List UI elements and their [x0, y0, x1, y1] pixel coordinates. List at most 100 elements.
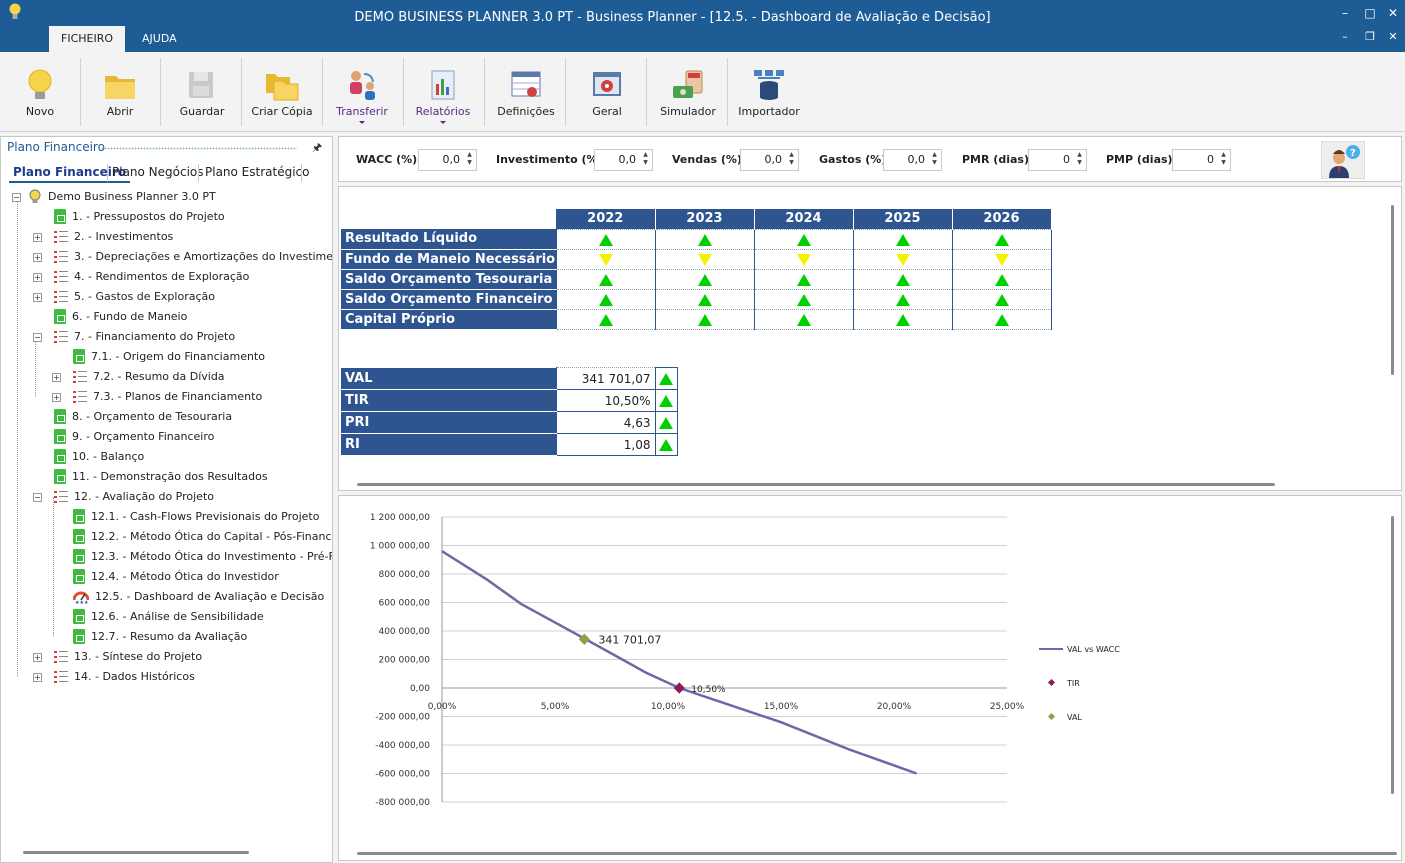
gastos-input[interactable]: 0,0 ▲ ▼ — [883, 149, 942, 171]
tab-plano-negocios[interactable]: Plano Negócios — [112, 165, 204, 179]
expand-icon[interactable]: + — [33, 253, 42, 262]
panel-title: Plano Financeiro — [7, 140, 105, 154]
relatorios-label: Relatórios — [415, 105, 471, 118]
dropdown-caret-icon — [359, 121, 365, 124]
spinner-icon[interactable]: ▲ ▼ — [467, 151, 472, 166]
list-icon — [54, 229, 68, 244]
spinner-icon[interactable]: ▲ ▼ — [789, 151, 794, 166]
tree-item-orcamento-tesouraria[interactable]: 8. - Orçamento de Tesouraria — [54, 407, 232, 427]
vertical-scrollbar[interactable] — [1391, 516, 1394, 794]
guardar-button[interactable]: Guardar — [162, 56, 242, 128]
minimize-button[interactable]: – — [1342, 6, 1348, 20]
vertical-scrollbar[interactable] — [1391, 205, 1394, 375]
horizontal-scrollbar[interactable] — [357, 483, 1275, 486]
importador-button[interactable]: Importador — [729, 56, 809, 128]
tree-item-dashboard[interactable]: ★★★ 12.5. - Dashboard de Avaliação e Deci… — [72, 587, 324, 607]
tree-item-sintese[interactable]: +13. - Síntese do Projeto — [33, 647, 202, 667]
child-minimize-button[interactable]: – — [1342, 30, 1348, 43]
menu-ficheiro[interactable]: FICHEIRO — [49, 26, 126, 52]
spinner-icon[interactable]: ▲ ▼ — [643, 151, 648, 166]
tree-item-avaliacao[interactable]: − 12. - Avaliação do Projeto — [33, 487, 214, 507]
tree-item-resumo-avaliacao[interactable]: 12.7. - Resumo da Avaliação — [73, 627, 247, 647]
calculator-money-icon — [673, 70, 703, 98]
abrir-label: Abrir — [106, 105, 134, 118]
tab-plano-financeiro[interactable]: Plano Financeiro — [9, 161, 130, 183]
tree-item-otica-investimento[interactable]: 12.3. - Método Ótica do Investimento - P… — [73, 547, 332, 567]
tree-item-label: 12.2. - Método Ótica do Capital - Pós-Fi… — [91, 530, 332, 543]
tab-plano-estrategico[interactable]: Plano Estratégico — [205, 165, 310, 179]
indicator-row: Saldo Orçamento Financeiro — [341, 288, 1052, 310]
wacc-value: 0,0 — [442, 153, 461, 166]
investimento-input[interactable]: 0,0 ▲ ▼ — [594, 149, 653, 171]
help-button[interactable]: ? — [1321, 141, 1365, 179]
tree-item-gastos[interactable]: +5. - Gastos de Exploração — [33, 287, 215, 307]
tree-item-label: 12.3. - Método Ótica do Investimento - P… — [91, 550, 332, 563]
close-button[interactable]: ✕ — [1387, 6, 1399, 20]
tree-item-fundo-maneio[interactable]: 6. - Fundo de Maneio — [54, 307, 187, 327]
definicoes-button[interactable]: Definições — [486, 56, 566, 128]
menu-ajuda[interactable]: AJUDA — [142, 32, 177, 45]
expand-icon[interactable]: + — [33, 233, 42, 242]
maximize-button[interactable]: □ — [1364, 6, 1376, 20]
tree-item-balanco[interactable]: 10. - Balanço — [54, 447, 144, 467]
expand-icon[interactable]: + — [33, 273, 42, 282]
tree-item-demonstracao-resultados[interactable]: 11. - Demonstração dos Resultados — [54, 467, 268, 487]
tree-item-otica-capital[interactable]: 12.2. - Método Ótica do Capital - Pós-Fi… — [73, 527, 332, 547]
expand-icon[interactable]: + — [52, 393, 61, 402]
criar-copia-button[interactable]: Criar Cópia — [242, 56, 322, 128]
simulador-button[interactable]: Simulador — [648, 56, 728, 128]
spinner-icon[interactable]: ▲ ▼ — [1221, 151, 1226, 166]
relatorios-button[interactable]: Relatórios — [403, 56, 483, 128]
tree-item-pressupostos[interactable]: 1. - Pressupostos do Projeto — [54, 207, 225, 227]
collapse-icon[interactable]: − — [33, 493, 42, 502]
pmp-input[interactable]: 0 ▲ ▼ — [1172, 149, 1231, 171]
collapse-icon[interactable]: − — [12, 193, 21, 202]
arrow-up-icon — [994, 313, 1009, 326]
y-tick-label: 200 000,00 — [378, 656, 430, 666]
tree-item-origem-financiamento[interactable]: 7.1. - Origem do Financiamento — [73, 347, 265, 367]
tree-line — [35, 337, 36, 397]
legend-label: TIR — [1066, 679, 1080, 688]
y-tick-label: -600 000,00 — [375, 770, 430, 780]
expand-icon[interactable]: + — [52, 373, 61, 382]
tree-item-cash-flows[interactable]: 12.1. - Cash-Flows Previsionais do Proje… — [73, 507, 319, 527]
spinner-icon[interactable]: ▲ ▼ — [1077, 151, 1082, 166]
child-restore-button[interactable]: ❐ — [1365, 30, 1375, 43]
spinner-icon[interactable]: ▲ ▼ — [932, 151, 937, 166]
tree-item-otica-investidor[interactable]: 12.4. - Método Ótica do Investidor — [73, 567, 279, 587]
sheet-icon — [54, 468, 66, 484]
tab-separator — [198, 164, 199, 182]
arrow-up-icon — [895, 273, 910, 286]
copy-folder-icon — [266, 74, 299, 101]
tree-item-depreciacoes[interactable]: +3. - Depreciações e Amortizações do Inv… — [33, 247, 332, 267]
novo-button[interactable]: Novo — [0, 56, 80, 128]
y-tick-label: -800 000,00 — [375, 798, 430, 808]
wacc-input[interactable]: 0,0 ▲ ▼ — [418, 149, 477, 171]
tree-item-investimentos[interactable]: +2. - Investimentos — [33, 227, 174, 247]
tree-item-resumo-divida[interactable]: +7.2. - Resumo da Dívida — [52, 367, 225, 387]
pin-icon[interactable]: 🖈 — [312, 141, 323, 154]
tree-line — [53, 497, 54, 637]
child-close-button[interactable]: ✕ — [1388, 30, 1398, 43]
abrir-button[interactable]: Abrir — [80, 56, 160, 128]
pmr-input[interactable]: 0 ▲ ▼ — [1028, 149, 1087, 171]
tree-item-rendimentos[interactable]: +4. - Rendimentos de Exploração — [33, 267, 249, 287]
geral-button[interactable]: Geral — [567, 56, 647, 128]
expand-icon[interactable]: + — [33, 653, 42, 662]
tree-item-label: 2. - Investimentos — [74, 230, 174, 243]
vendas-input[interactable]: 0,0 ▲ ▼ — [740, 149, 799, 171]
evaluation-indicators-table: VAL 341 701,07 TIR 10,50% PRI 4,63 RI 1,08 — [341, 367, 678, 456]
tree-item-analise-sensibilidade[interactable]: 12.6. - Análise de Sensibilidade — [73, 607, 264, 627]
transferir-button[interactable]: Transferir — [322, 56, 402, 128]
horizontal-scrollbar[interactable] — [23, 851, 249, 854]
tree-item-orcamento-financeiro[interactable]: 9. - Orçamento Financeiro — [54, 427, 214, 447]
tree-item-financiamento[interactable]: − 7. - Financiamento do Projeto — [33, 327, 235, 347]
expand-icon[interactable]: + — [33, 673, 42, 682]
collapse-icon[interactable]: − — [33, 333, 42, 342]
list-icon — [54, 269, 68, 284]
tree-item-root[interactable]: − Demo Business Planner 3.0 PT — [12, 187, 216, 207]
expand-icon[interactable]: + — [33, 293, 42, 302]
horizontal-scrollbar[interactable] — [357, 852, 1397, 855]
tree-item-planos-financiamento[interactable]: +7.3. - Planos de Financiamento — [52, 387, 262, 407]
tree-item-dados-historicos[interactable]: +14. - Dados Históricos — [33, 667, 195, 687]
